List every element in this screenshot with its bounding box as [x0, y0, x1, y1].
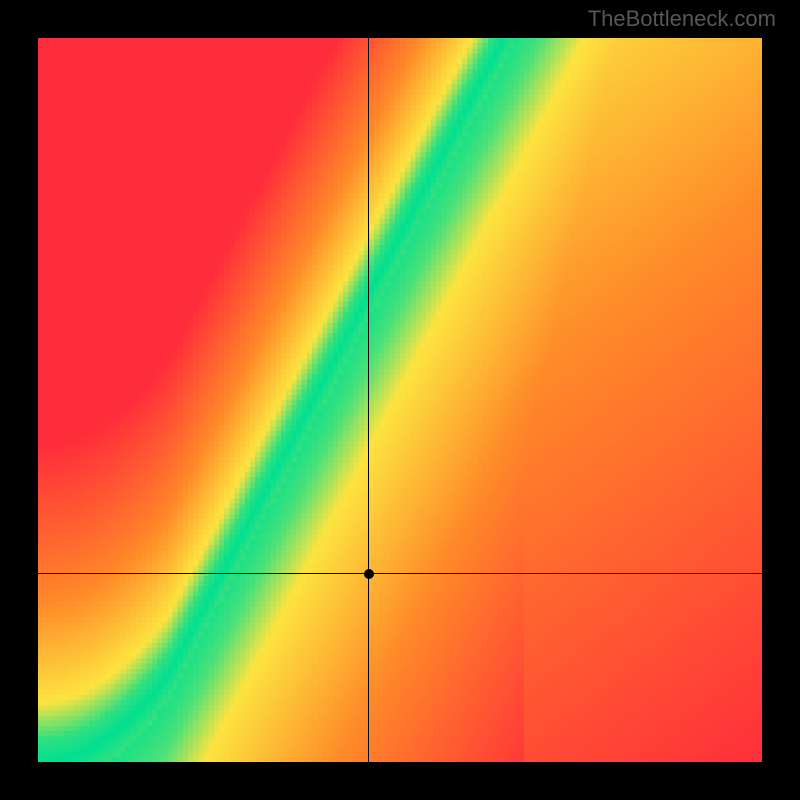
crosshair-horizontal [38, 573, 762, 574]
selection-marker [364, 569, 374, 579]
chart-root: TheBottleneck.com [0, 0, 800, 800]
watermark-text: TheBottleneck.com [588, 6, 776, 32]
crosshair-vertical [368, 38, 369, 762]
bottleneck-heatmap [38, 38, 762, 762]
